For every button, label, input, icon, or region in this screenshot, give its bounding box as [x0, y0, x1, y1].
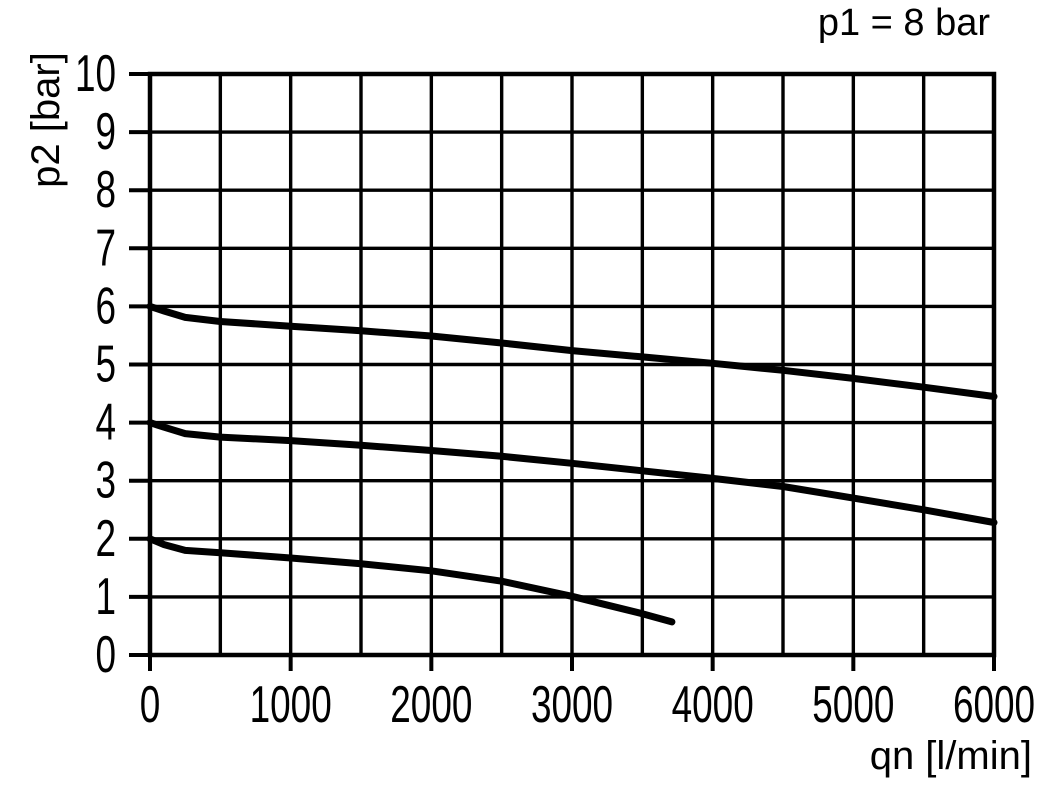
- y-tick-label: 10: [75, 44, 116, 103]
- flow-curve: [146, 419, 998, 526]
- y-tick-label: 5: [95, 334, 116, 393]
- y-tick-label: 7: [95, 218, 116, 277]
- chart-annotation-p1: p1 = 8 bar: [817, 2, 990, 44]
- y-tick-label: 4: [95, 392, 116, 451]
- x-tick-label: 6000: [953, 675, 1035, 734]
- x-axis-title: qn [l/min]: [869, 734, 1032, 778]
- flow-curve: [146, 535, 676, 626]
- x-tick-label: 2000: [390, 675, 472, 734]
- y-tick-label: 9: [95, 102, 116, 161]
- y-tick-label: 2: [95, 509, 116, 568]
- x-tick-label: 3000: [531, 675, 613, 734]
- x-tick-label: 0: [140, 675, 161, 734]
- y-tick-label: 0: [95, 625, 116, 684]
- x-tick-label: 1000: [250, 675, 332, 734]
- x-tick-label: 5000: [812, 675, 894, 734]
- flow-curve: [146, 302, 998, 400]
- y-tick-label: 8: [95, 160, 116, 219]
- x-tick-label: 4000: [672, 675, 754, 734]
- y-tick-label: 6: [95, 276, 116, 335]
- y-tick-label: 3: [95, 450, 116, 509]
- y-tick-label: 1: [95, 567, 116, 626]
